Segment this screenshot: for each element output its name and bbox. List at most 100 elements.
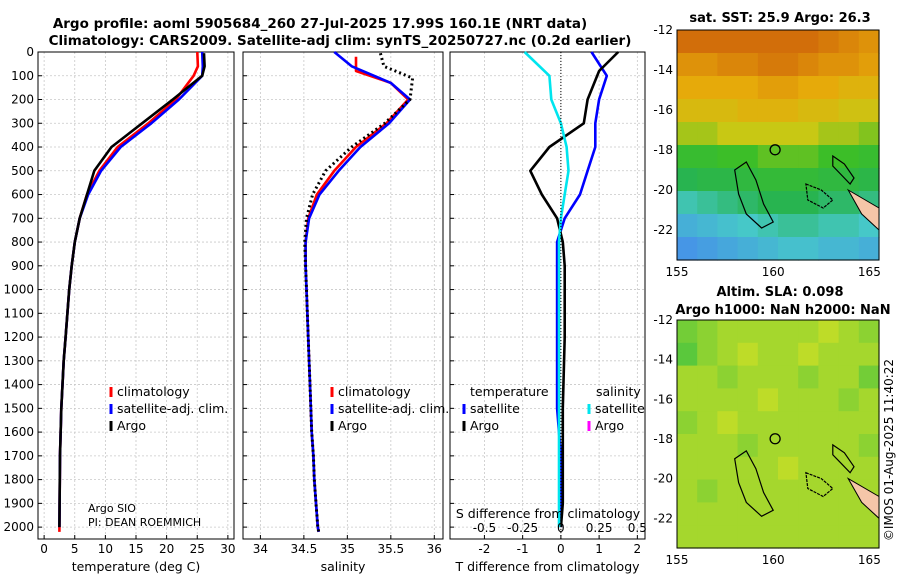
heatmap-cell	[778, 99, 799, 123]
series-line-argo	[303, 52, 415, 533]
heatmap-cell	[778, 479, 799, 503]
heatmap-cell	[757, 214, 779, 238]
map-y-tick-label: -18	[653, 143, 673, 157]
y-tick-label: 2000	[3, 520, 34, 534]
legend-title: salinity	[596, 384, 641, 399]
heatmap-cell	[778, 237, 799, 261]
heatmap-cell	[798, 456, 819, 481]
heatmap-cell	[838, 99, 860, 123]
heatmap-cell	[838, 434, 860, 458]
y-tick-label: 1600	[3, 425, 34, 439]
heatmap-cell	[697, 456, 718, 481]
heatmap-cell	[757, 99, 779, 123]
heatmap-cell	[818, 456, 840, 481]
y-tick-label: 1800	[3, 473, 34, 487]
x-tick-label: 1	[595, 542, 603, 556]
y-tick-label: 900	[11, 259, 34, 273]
legend-title: temperature	[470, 384, 549, 399]
x-tick-label: 34	[253, 542, 268, 556]
legend-label: Argo	[338, 418, 367, 433]
series-line-climatology	[304, 56, 410, 533]
x-axis-label: T difference from climatology	[454, 559, 640, 574]
heatmap-cell	[798, 53, 819, 77]
heatmap-cell	[858, 320, 880, 344]
heatmap-cell	[677, 30, 698, 54]
heatmap-cell	[737, 99, 759, 123]
heatmap-cell	[737, 237, 759, 261]
heatmap-cell	[757, 502, 779, 526]
y-tick-label: 100	[11, 69, 34, 83]
x-tick-label: 25	[190, 542, 205, 556]
heatmap-cell	[717, 122, 739, 146]
heatmap-cell	[798, 342, 819, 367]
heatmap-cell	[677, 122, 698, 146]
map-y-tick-label: -20	[653, 183, 673, 197]
heatmap-cell	[778, 320, 799, 344]
legend-label: Argo	[470, 418, 499, 433]
x-tick-label: 35.5	[377, 542, 404, 556]
figure-title-line2: Climatology: CARS2009. Satellite-adj cli…	[49, 33, 632, 49]
y-tick-label: 0	[26, 45, 34, 59]
heatmap-cell	[697, 502, 718, 526]
map-x-tick-label: 155	[666, 265, 689, 279]
salinity-profile-panel: 34 34.5 35 35.5 36 salinity	[242, 50, 444, 574]
heatmap-cell	[858, 388, 880, 412]
heatmap-cell	[858, 168, 880, 192]
heatmap-cell	[737, 479, 759, 503]
heatmap-cell	[697, 214, 718, 238]
map-y-tick-label: -14	[653, 63, 673, 77]
heatmap-cell	[818, 388, 840, 412]
heatmap-cell	[858, 76, 880, 100]
heatmap-cell	[798, 388, 819, 412]
heatmap-cell	[778, 122, 799, 146]
heatmap-cell	[778, 502, 799, 526]
x-tick-label: 0	[557, 542, 565, 556]
heatmap-cell	[737, 53, 759, 77]
x-tick-label: -2	[478, 542, 490, 556]
heatmap-cell	[717, 214, 739, 238]
heatmap-cell	[818, 320, 840, 344]
heatmap-cell	[737, 122, 759, 146]
heatmap-cell	[757, 237, 779, 261]
x-tick-label: 0	[40, 542, 48, 556]
heatmap-cell	[737, 502, 759, 526]
heatmap-cell	[757, 145, 779, 169]
heatmap-cell	[778, 388, 799, 412]
legend-label: satellite	[470, 401, 520, 416]
y-tick-label: 800	[11, 235, 34, 249]
heatmap-cell	[717, 168, 739, 192]
heatmap-cell	[737, 434, 759, 458]
map-y-tick-label: -20	[653, 472, 673, 486]
y-tick-label: 600	[11, 188, 34, 202]
map-frame	[676, 319, 880, 549]
heatmap-cell	[757, 525, 779, 549]
heatmap-cell	[798, 30, 819, 54]
heatmap-cell	[798, 122, 819, 146]
x-tick-label: 10	[98, 542, 113, 556]
heatmap-cell	[677, 434, 698, 458]
heatmap-cell	[757, 168, 779, 192]
series-line-s-satellite	[523, 51, 570, 528]
heatmap-cell	[838, 76, 860, 100]
map-y-tick-label: -12	[653, 23, 673, 37]
heatmap-cell	[677, 411, 698, 435]
heatmap-cell	[757, 53, 779, 77]
heatmap-cell	[838, 525, 860, 549]
heatmap-cell	[677, 479, 698, 503]
heatmap-cell	[778, 191, 799, 215]
heatmap-cell	[778, 525, 799, 549]
legend-label: climatology	[117, 384, 190, 399]
heatmap-cell	[697, 525, 718, 549]
map-y-tick-label: -16	[653, 103, 673, 117]
legend-label: Argo	[117, 418, 146, 433]
heatmap-cell	[818, 342, 840, 367]
x-tick-label: 20	[159, 542, 174, 556]
heatmap-cell	[818, 53, 840, 77]
heatmap-cell	[717, 411, 739, 435]
heatmap-cell	[677, 76, 698, 100]
heatmap-cell	[697, 145, 718, 169]
heatmap-cell	[697, 479, 718, 503]
heatmap-cell	[778, 342, 799, 367]
x-tick-label: 35	[340, 542, 355, 556]
